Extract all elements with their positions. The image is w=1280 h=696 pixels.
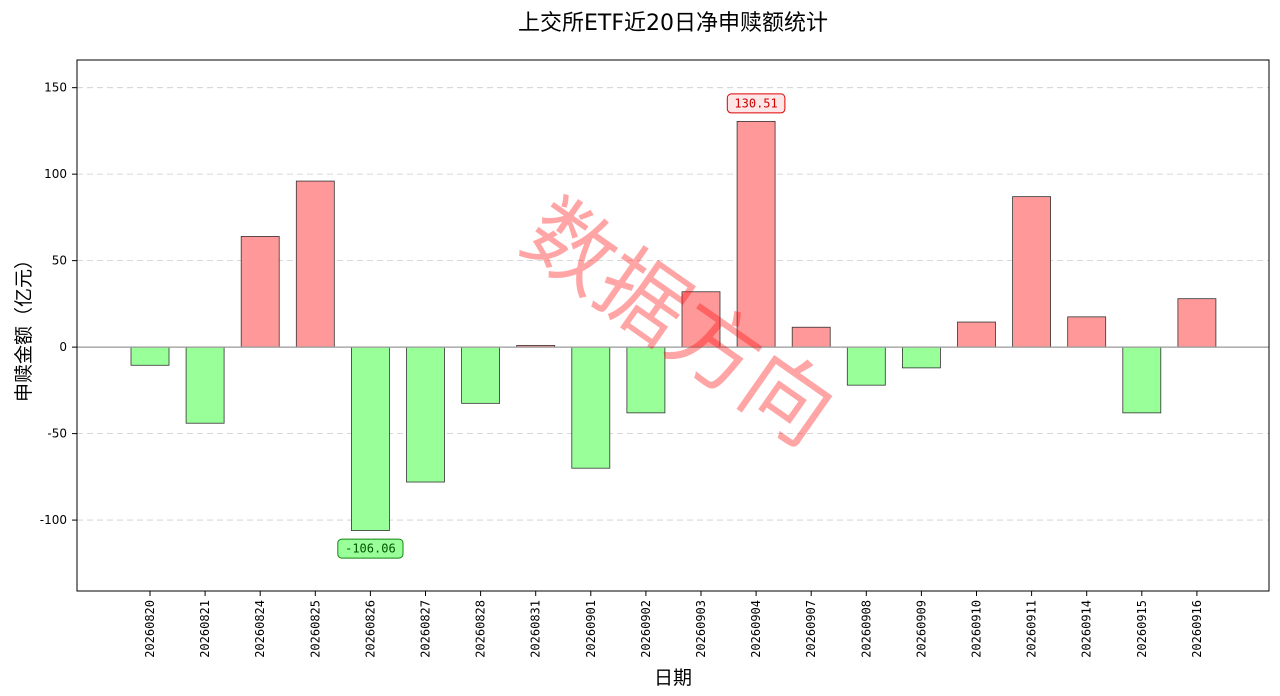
y-tick-label: 50 [52, 254, 67, 268]
x-tick-label: 20260916 [1190, 600, 1204, 658]
bar-20260825 [295, 180, 335, 348]
y-tick-label: -50 [47, 427, 67, 441]
x-tick-label: 20260902 [639, 600, 653, 658]
bar-20260911 [1012, 196, 1051, 348]
annotation-label-min: -106.06 [345, 542, 396, 556]
x-tick-label: 20260909 [914, 600, 928, 658]
bar-20260910 [957, 321, 996, 348]
bar-20260824 [240, 236, 280, 348]
bar-20260904 [736, 120, 776, 348]
x-tick-label: 20260828 [474, 600, 488, 658]
watermark-text: 数据方向 [505, 179, 852, 465]
bar-20260901 [571, 346, 611, 469]
x-tick-label: 20260824 [253, 600, 267, 658]
x-tick-label: 20260914 [1080, 600, 1094, 658]
bar-20260826 [350, 346, 390, 531]
y-axis-ticks: -100 -50 0 50 100 150 [40, 81, 77, 527]
bar-20260916 [1177, 298, 1217, 348]
x-tick-label: 20260903 [694, 600, 708, 658]
x-tick-label: 20260820 [143, 600, 157, 658]
annotations-group: 130.51 -106.06 [337, 93, 786, 559]
y-tick-label: -100 [40, 513, 67, 527]
x-axis-ticks: 20260820 20260821 20260824 20260825 20260826… [143, 591, 1204, 658]
plot-frame [76, 59, 1270, 592]
y-tick-label: 150 [44, 81, 67, 95]
bar-20260914 [1067, 316, 1107, 348]
x-tick-label: 20260831 [529, 600, 543, 658]
x-tick-label: 20260825 [308, 600, 322, 658]
x-tick-label: 20260827 [419, 600, 433, 658]
y-tick-label: 0 [59, 340, 67, 354]
x-tick-label: 20260907 [804, 600, 818, 658]
bars-group [130, 120, 1217, 531]
chart-title: 上交所ETF近20日净申赎额统计 [518, 11, 828, 36]
x-tick-label: 20260821 [198, 600, 212, 658]
bar-20260821 [185, 346, 225, 424]
bar-20260908 [846, 346, 886, 386]
x-tick-label: 20260908 [859, 600, 873, 658]
bar-20260909 [902, 346, 941, 369]
grid-lines [77, 87, 1269, 521]
annotation-box-min [337, 538, 404, 559]
bar-20260902 [626, 346, 666, 414]
bar-20260820 [130, 346, 170, 366]
annotation-box-max [726, 93, 786, 114]
x-tick-label: 20260911 [1025, 600, 1039, 658]
x-axis-label: 日期 [654, 667, 692, 689]
y-axis-label: 申赎金额（亿元） [13, 250, 35, 402]
y-tick-label: 100 [44, 167, 67, 181]
x-tick-label: 20260901 [584, 600, 598, 658]
bar-20260828 [461, 346, 501, 404]
bar-20260915 [1122, 346, 1162, 414]
x-tick-label: 20260904 [749, 600, 763, 658]
x-tick-label: 20260910 [970, 600, 984, 658]
annotation-label-max: 130.51 [734, 96, 777, 110]
x-tick-label: 20260826 [363, 600, 377, 658]
bar-20260827 [406, 346, 445, 483]
x-tick-label: 20260915 [1135, 600, 1149, 658]
